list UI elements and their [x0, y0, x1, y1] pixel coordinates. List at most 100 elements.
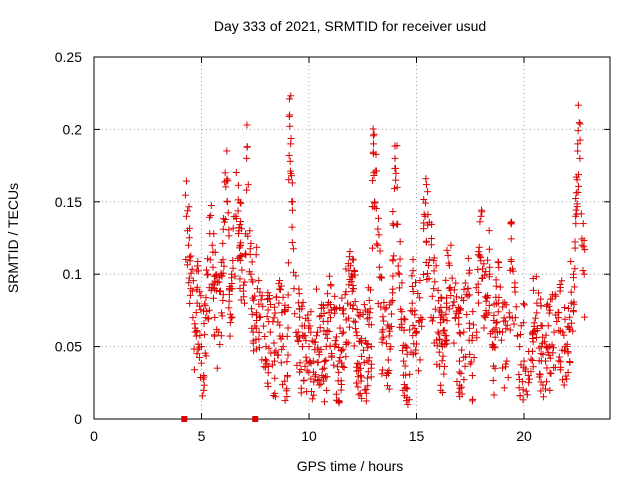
- data-point: [481, 314, 489, 322]
- data-point: [359, 311, 367, 319]
- data-point: [499, 299, 507, 307]
- data-point: [283, 358, 291, 366]
- data-point: [314, 328, 322, 336]
- data-point: [258, 292, 266, 300]
- data-point: [229, 224, 237, 232]
- data-point: [237, 199, 245, 207]
- data-point: [385, 385, 393, 393]
- data-point: [581, 313, 589, 321]
- data-point: [241, 299, 248, 307]
- data-point: [240, 281, 248, 289]
- data-point: [468, 336, 476, 344]
- data-point: [355, 337, 363, 345]
- data-point: [564, 368, 572, 376]
- data-point: [353, 363, 361, 371]
- data-point: [442, 310, 450, 318]
- data-point: [342, 288, 350, 296]
- data-point: [217, 309, 225, 317]
- data-point: [221, 169, 229, 177]
- data-point: [216, 340, 224, 348]
- data-point: [294, 337, 302, 345]
- data-point: [187, 252, 195, 260]
- data-point: [223, 147, 231, 155]
- data-point: [439, 352, 447, 360]
- data-point: [383, 382, 391, 390]
- data-point: [241, 250, 249, 258]
- data-point: [370, 203, 378, 211]
- data-point: [539, 339, 547, 347]
- data-point: [325, 328, 333, 336]
- data-point: [364, 284, 372, 292]
- data-point: [283, 393, 291, 401]
- data-point: [477, 212, 485, 220]
- data-point: [462, 290, 470, 298]
- data-point: [188, 265, 196, 273]
- data-point: [255, 335, 263, 343]
- data-point: [409, 267, 417, 275]
- data-point: [247, 239, 255, 247]
- data-point: [528, 329, 536, 337]
- data-point: [362, 397, 370, 405]
- data-point: [550, 328, 558, 336]
- data-point: [423, 276, 431, 284]
- data-point: [201, 300, 209, 308]
- data-point: [464, 254, 472, 262]
- data-point: [226, 310, 234, 318]
- data-point: [572, 220, 580, 228]
- data-point: [282, 387, 290, 395]
- data-point: [431, 278, 439, 286]
- data-point: [189, 277, 197, 285]
- data-point: [296, 368, 304, 376]
- data-point: [424, 221, 432, 229]
- data-point: [558, 376, 566, 384]
- data-point: [485, 273, 493, 281]
- data-point: [561, 315, 569, 323]
- data-point: [475, 243, 483, 251]
- data-point: [256, 288, 264, 296]
- data-point: [315, 381, 323, 389]
- data-point: [186, 299, 194, 307]
- data-point: [503, 321, 511, 329]
- data-point: [316, 324, 324, 332]
- data-point: [338, 329, 346, 337]
- data-point: [465, 269, 473, 277]
- data-point: [185, 241, 193, 249]
- data-point: [231, 272, 239, 280]
- data-point: [284, 351, 292, 359]
- data-point: [358, 394, 366, 402]
- data-point: [433, 342, 441, 350]
- data-point: [478, 206, 486, 214]
- data-point: [444, 252, 452, 260]
- data-point: [451, 314, 459, 322]
- data-point: [302, 337, 310, 345]
- data-point: [544, 322, 552, 330]
- data-point: [193, 350, 201, 358]
- data-point: [466, 360, 474, 368]
- data-point: [488, 341, 496, 349]
- data-point: [223, 197, 231, 205]
- data-point: [450, 298, 458, 306]
- data-point: [502, 325, 510, 333]
- data-point: [552, 292, 560, 300]
- data-point: [302, 353, 310, 361]
- data-point: [213, 364, 221, 372]
- data-point: [331, 292, 339, 300]
- data-point: [189, 314, 197, 322]
- data-point: [342, 316, 350, 324]
- data-point: [236, 221, 244, 229]
- data-point: [572, 195, 580, 203]
- data-point: [375, 263, 383, 271]
- data-point: [492, 276, 500, 284]
- data-point: [478, 274, 486, 282]
- data-point: [564, 304, 572, 312]
- data-point: [537, 295, 545, 303]
- data-point: [570, 308, 578, 316]
- data-point: [492, 282, 500, 290]
- data-point: [394, 269, 402, 277]
- data-point: [483, 293, 491, 301]
- data-point: [390, 252, 398, 260]
- data-point: [325, 308, 333, 316]
- data-point: [295, 285, 303, 293]
- data-point: [237, 217, 245, 225]
- data-point: [220, 262, 228, 270]
